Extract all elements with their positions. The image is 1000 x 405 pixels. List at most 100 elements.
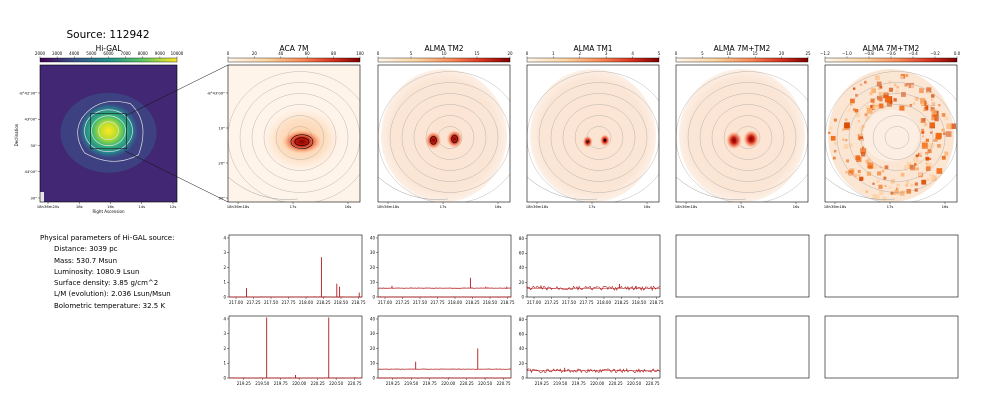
zoom-line	[124, 150, 229, 203]
noise-pixel	[914, 163, 917, 166]
y-tick-label: 30	[370, 331, 376, 336]
noise-pixel	[880, 91, 884, 95]
overlay-contour	[676, 176, 747, 200]
x-tick-label: 17s	[290, 204, 297, 209]
noise-pixel	[860, 138, 863, 142]
noise-pixel	[869, 92, 873, 96]
overlay-contour	[527, 176, 598, 200]
overlay-contour	[711, 104, 785, 171]
noise-pixel	[941, 128, 945, 132]
image-panel-1: Hi-GAL 2000 3000 4000 5000 6000 7000 8000 9000 10…	[14, 44, 184, 214]
noise-pixel	[830, 135, 836, 141]
y-tick-label: 20	[370, 265, 376, 270]
y-tick-label: 1	[223, 280, 226, 285]
noise-pixel	[905, 74, 909, 77]
x-tick-label: 219.25	[386, 381, 400, 386]
y-tick-label: 44'00"	[25, 169, 38, 174]
noise-pixel	[852, 108, 856, 111]
y-tick-label: 2	[223, 265, 226, 270]
noise-pixel	[865, 116, 871, 122]
noise-pixel	[861, 146, 865, 149]
noise-pixel	[946, 123, 953, 130]
noise-pixel	[864, 113, 868, 117]
x-tick-label: 18h36m20s	[37, 204, 60, 209]
noise-pixel	[913, 94, 917, 97]
noise-pixel	[865, 160, 869, 164]
image-panel-4: ALMA TM1 0 1 2 3 4 5 18h36m18s 17s 16s	[526, 44, 661, 209]
overlay-contour	[378, 176, 449, 200]
x-tick-label: 218.25	[317, 300, 331, 305]
overlay-contour	[562, 104, 636, 171]
noise-pixel	[872, 194, 877, 199]
x-tick-label: 17s	[738, 204, 745, 209]
y-tick-label: 20	[370, 346, 376, 351]
y-tick-label: 20	[519, 280, 525, 285]
noise-pixel	[922, 108, 926, 112]
spectrum-frame	[824, 234, 959, 298]
colorbar-tick-label: 4000	[69, 51, 80, 56]
noise-pixel	[918, 173, 923, 177]
x-tick-label: 220.50	[627, 381, 641, 386]
noise-pixel	[853, 173, 858, 178]
x-tick-label: 218.25	[466, 300, 480, 305]
overlay-contour	[228, 71, 360, 202]
noise-pixel	[921, 131, 924, 134]
image-panel-5: ALMA 7M+TM2 0 5 10 15 20 25 18h36m18s 17s 16s	[675, 44, 811, 209]
colorbar-tick-label: 10	[441, 51, 447, 56]
panel-title: ACA 7M	[280, 44, 309, 53]
colorbar-tick-label: 0	[227, 51, 230, 56]
x-tick-label: 18h36m18s	[675, 204, 698, 209]
spectrum-panel-r2-c5	[824, 315, 959, 379]
noise-pixel	[899, 190, 905, 196]
colorbar-tick-label: 4	[631, 51, 634, 56]
noise-pixel	[842, 107, 849, 114]
image-area	[676, 65, 808, 202]
overlay-contour	[586, 126, 612, 149]
noise-pixel	[876, 179, 880, 183]
noise-pixel	[938, 103, 941, 107]
spectrum-frame	[228, 234, 363, 298]
x-tick-label: 220.25	[609, 381, 623, 386]
panel-title: ALMA 7M+TM2	[863, 44, 920, 53]
noise-pixel	[863, 115, 866, 119]
edge-mark	[40, 192, 44, 202]
noise-pixel	[893, 192, 896, 195]
noise-pixel	[913, 157, 919, 163]
overlay-contour	[251, 93, 349, 182]
noise-pixel	[910, 90, 914, 94]
noise-pixel	[906, 161, 912, 167]
x-tick-label: 220.50	[329, 381, 343, 386]
y-tick-label: 0	[521, 294, 524, 299]
spectrum-frame	[675, 234, 810, 298]
noise-pixel	[915, 154, 919, 158]
x-tick-label: 217.25	[396, 300, 410, 305]
noise-pixel	[945, 131, 952, 137]
noise-pixel	[926, 87, 932, 93]
noise-pixel	[859, 127, 864, 132]
noise-pixel	[863, 176, 867, 180]
source-title: Source: 112942	[66, 29, 149, 41]
colorbar-tick-label: 20	[779, 51, 785, 56]
noise-pixel	[860, 142, 867, 149]
y-tick-label: 4	[223, 235, 226, 240]
peak-1	[425, 131, 442, 150]
spectrum-frame	[526, 234, 661, 298]
contour	[84, 109, 133, 153]
overlay-contour	[287, 126, 313, 149]
noise-pixel	[870, 98, 875, 103]
x-tick-label: 220.50	[478, 381, 492, 386]
overlay-contour	[425, 115, 475, 160]
noise-pixel	[882, 105, 886, 109]
overlay-contour	[687, 82, 808, 193]
y-tick-label: 10	[370, 280, 376, 285]
physical-parameters: Physical parameters of Hi-GAL source: Di…	[40, 233, 174, 312]
y-tick-label: 4	[223, 316, 226, 321]
spectrum-frame	[377, 234, 512, 298]
overlay-contour	[401, 93, 499, 182]
image-frame	[675, 64, 809, 203]
noise-pixel	[910, 183, 914, 187]
spectrum-frame	[526, 315, 661, 379]
contour	[290, 134, 314, 150]
noise-pixel	[888, 186, 892, 189]
x-tick-label: 16s	[345, 204, 352, 209]
